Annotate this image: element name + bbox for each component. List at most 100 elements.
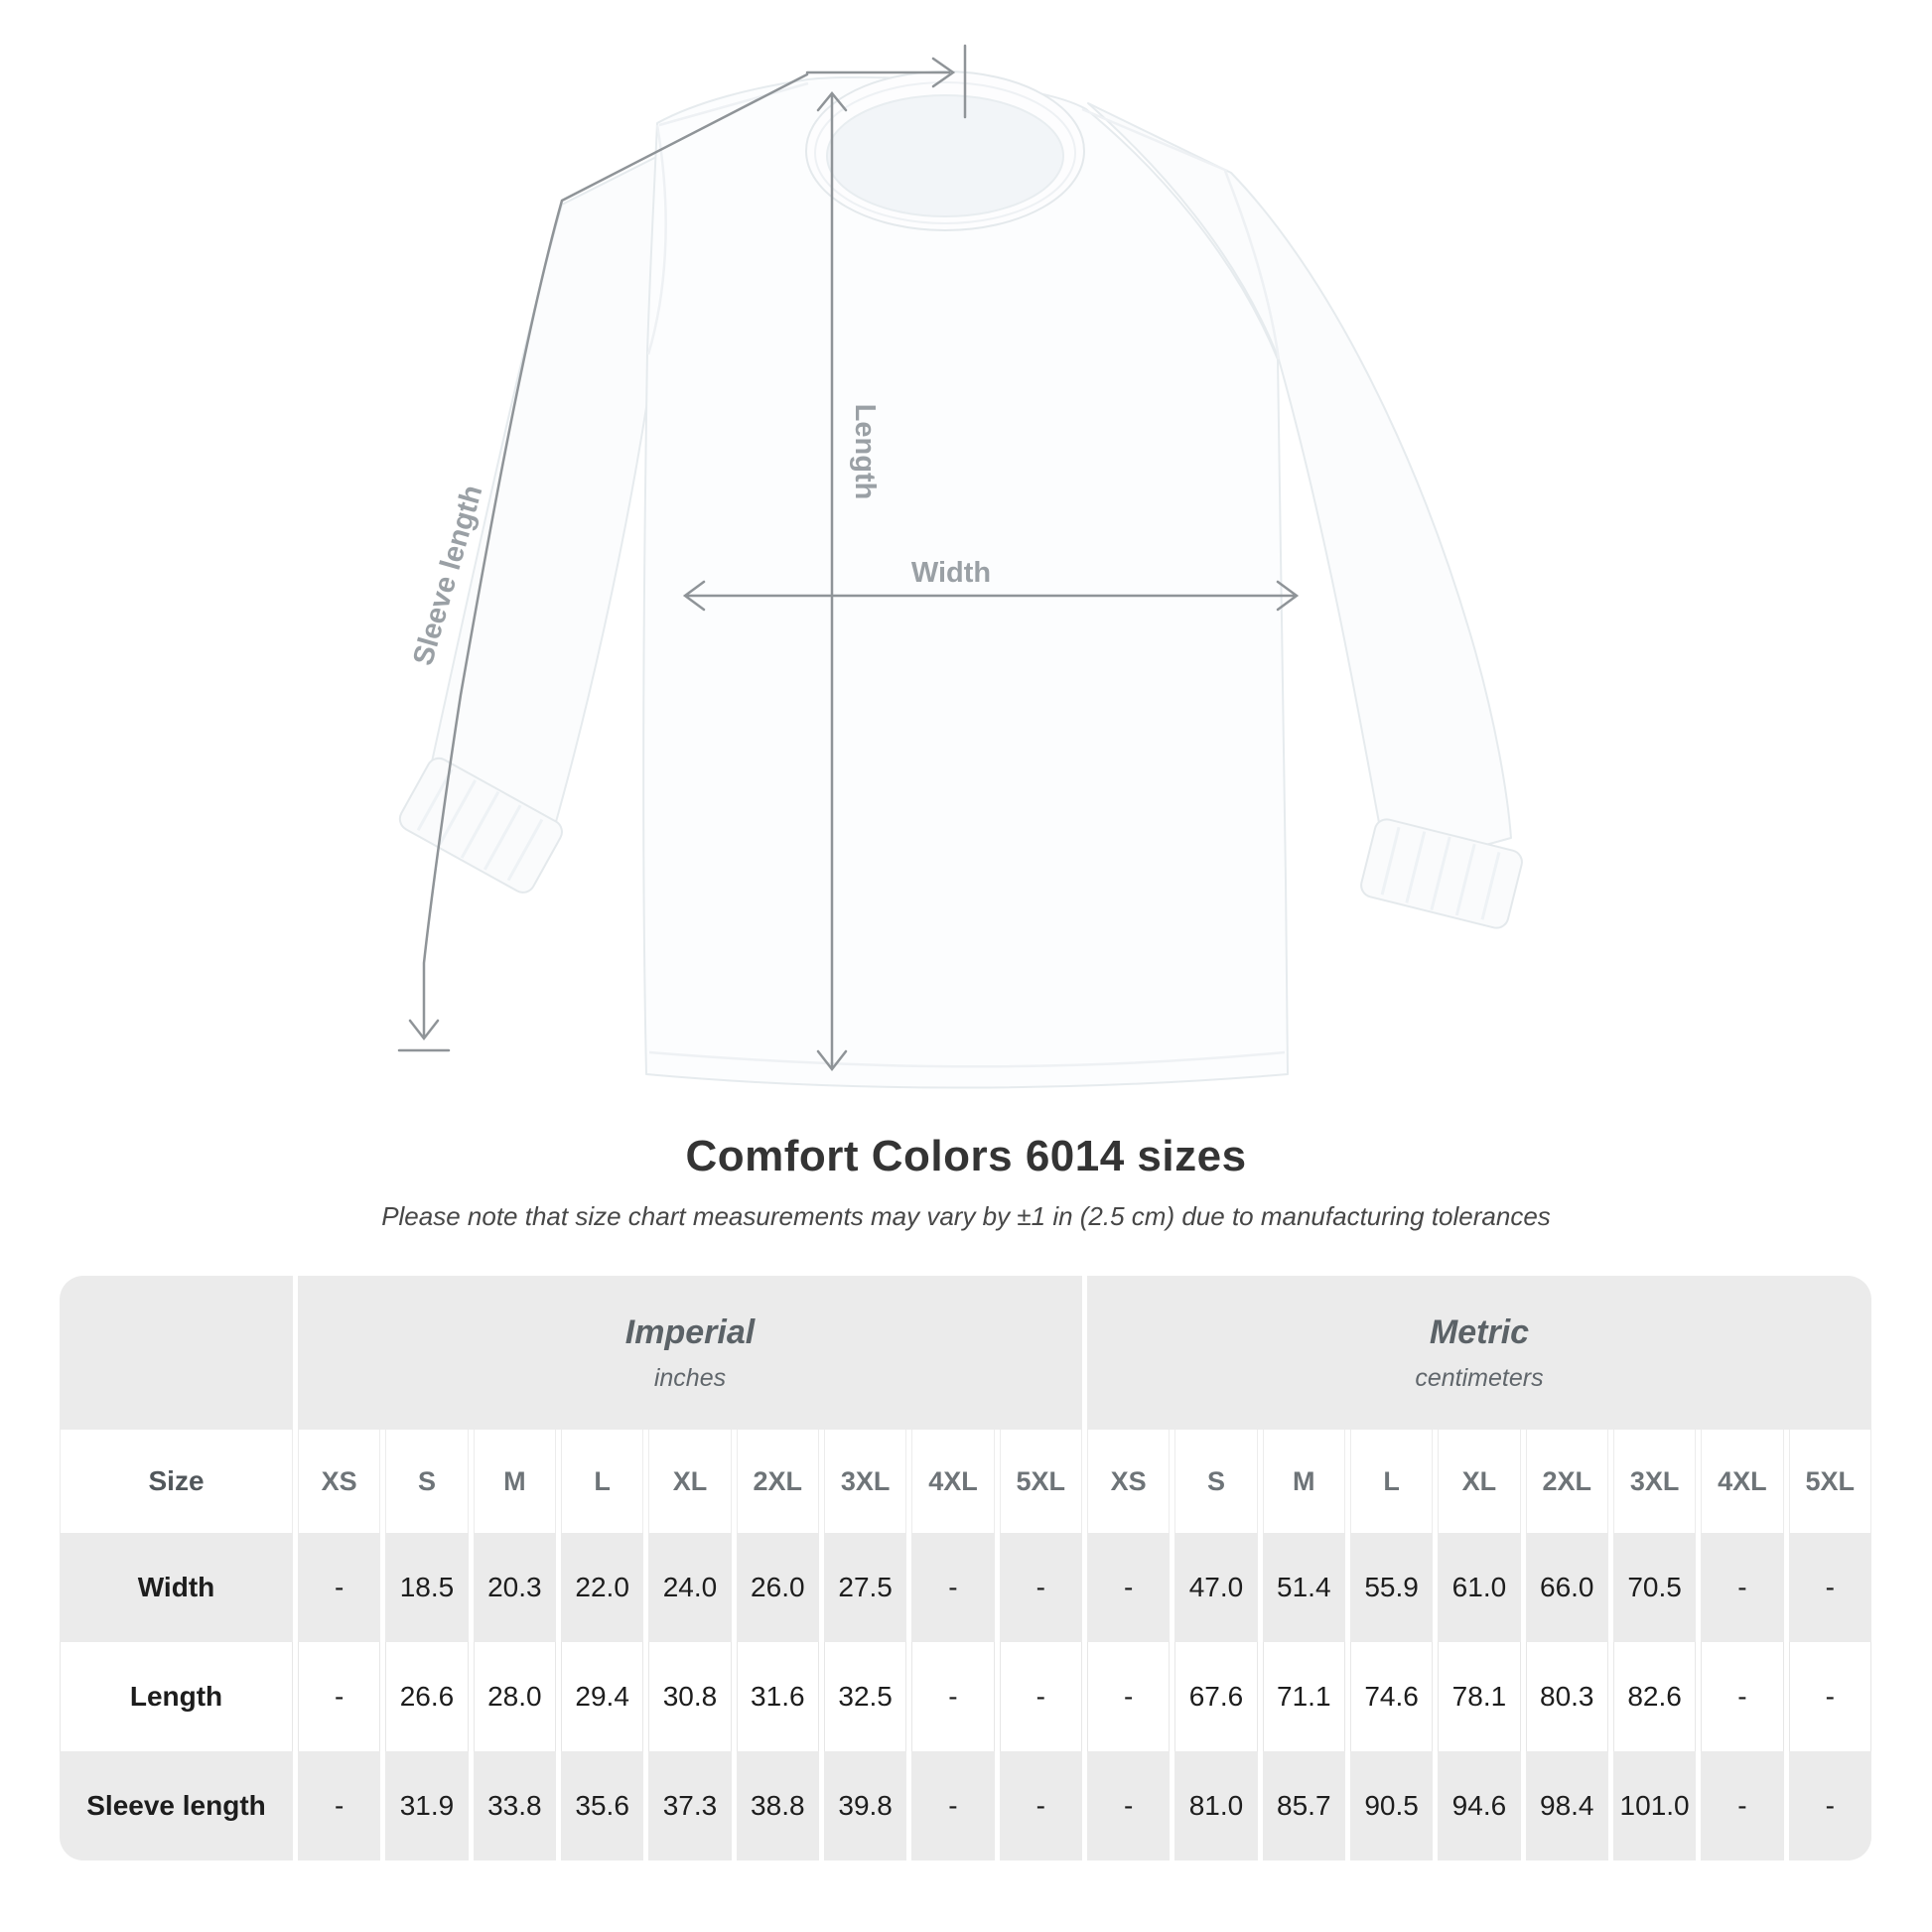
table-cell: 66.0 bbox=[1525, 1533, 1608, 1642]
size-header: M bbox=[1262, 1430, 1345, 1533]
table-cell: - bbox=[298, 1751, 381, 1861]
length-measure-label: Length bbox=[849, 404, 881, 500]
unit-header-spacer bbox=[60, 1276, 293, 1430]
table-cell: - bbox=[911, 1533, 995, 1642]
table-cell: 74.6 bbox=[1349, 1642, 1434, 1751]
table-cell: 85.7 bbox=[1262, 1751, 1345, 1861]
length-row: Length - 26.6 28.0 29.4 30.8 31.6 32.5 -… bbox=[60, 1642, 1871, 1751]
table-cell: - bbox=[1788, 1533, 1871, 1642]
neck-offset-arrow bbox=[805, 44, 967, 119]
size-header: S bbox=[1174, 1430, 1258, 1533]
table-cell: 31.9 bbox=[385, 1751, 469, 1861]
size-column-header: Size bbox=[60, 1430, 293, 1533]
table-cell: 67.6 bbox=[1174, 1642, 1258, 1751]
row-label-width: Width bbox=[60, 1533, 293, 1642]
shirt-diagram: Width Length Sleeve length bbox=[397, 44, 1523, 1089]
table-cell: 80.3 bbox=[1525, 1642, 1608, 1751]
unit-header-row: Imperial inches Metric centimeters bbox=[60, 1276, 1871, 1430]
size-header: L bbox=[560, 1430, 644, 1533]
table-cell: - bbox=[1086, 1642, 1171, 1751]
table-cell: - bbox=[911, 1642, 995, 1751]
size-header: XL bbox=[648, 1430, 732, 1533]
tolerance-note: Please note that size chart measurements… bbox=[381, 1201, 1551, 1231]
shirt-collar-seam bbox=[814, 81, 1076, 224]
imperial-header: Imperial inches bbox=[298, 1276, 1082, 1430]
page-title: Comfort Colors 6014 sizes bbox=[685, 1132, 1247, 1180]
metric-header: Metric centimeters bbox=[1086, 1276, 1871, 1430]
table-cell: - bbox=[1086, 1533, 1171, 1642]
size-header-row: Size XS S M L XL 2XL 3XL 4XL 5XL XS S M … bbox=[60, 1430, 1871, 1533]
table-cell: 31.6 bbox=[736, 1642, 819, 1751]
table-cell: 38.8 bbox=[736, 1751, 819, 1861]
table-cell: 94.6 bbox=[1438, 1751, 1521, 1861]
table-cell: 27.5 bbox=[823, 1533, 907, 1642]
table-cell: - bbox=[1701, 1642, 1784, 1751]
size-header: 5XL bbox=[1788, 1430, 1871, 1533]
table-cell: 35.6 bbox=[560, 1751, 644, 1861]
shirt-body bbox=[642, 75, 1289, 1089]
table-cell: - bbox=[999, 1751, 1082, 1861]
table-cell: 22.0 bbox=[560, 1533, 644, 1642]
table-cell: 98.4 bbox=[1525, 1751, 1608, 1861]
size-header: L bbox=[1349, 1430, 1434, 1533]
imperial-label: Imperial bbox=[624, 1312, 756, 1351]
table-cell: 51.4 bbox=[1262, 1533, 1345, 1642]
table-cell: - bbox=[298, 1533, 381, 1642]
size-header: 3XL bbox=[823, 1430, 907, 1533]
length-arrow bbox=[816, 91, 848, 1072]
table-cell: - bbox=[999, 1533, 1082, 1642]
table-cell: - bbox=[1086, 1751, 1171, 1861]
table-cell: 28.0 bbox=[473, 1642, 556, 1751]
table-cell: - bbox=[999, 1642, 1082, 1751]
table-cell: 90.5 bbox=[1349, 1751, 1434, 1861]
table-cell: 81.0 bbox=[1174, 1751, 1258, 1861]
shirt-right-cuff bbox=[1360, 818, 1523, 929]
metric-sublabel: centimeters bbox=[1415, 1363, 1544, 1392]
sleeve-length-arrow bbox=[397, 72, 809, 1052]
shirt-image bbox=[398, 70, 1523, 1089]
table-cell: 55.9 bbox=[1349, 1533, 1434, 1642]
table-cell: 24.0 bbox=[648, 1533, 732, 1642]
size-header: XL bbox=[1438, 1430, 1521, 1533]
size-header: S bbox=[385, 1430, 469, 1533]
table-cell: 30.8 bbox=[648, 1642, 732, 1751]
table-cell: 26.0 bbox=[736, 1533, 819, 1642]
size-header: 2XL bbox=[736, 1430, 819, 1533]
table-cell: 101.0 bbox=[1612, 1751, 1697, 1861]
shirt-collar-opening bbox=[826, 94, 1064, 217]
size-header: 2XL bbox=[1525, 1430, 1608, 1533]
table-cell: - bbox=[911, 1751, 995, 1861]
table-cell: - bbox=[1788, 1751, 1871, 1861]
table-cell: 61.0 bbox=[1438, 1533, 1521, 1642]
shirt-left-cuff bbox=[398, 757, 563, 894]
size-header: XS bbox=[298, 1430, 381, 1533]
table-cell: 78.1 bbox=[1438, 1642, 1521, 1751]
table-cell: 26.6 bbox=[385, 1642, 469, 1751]
shirt-seams bbox=[646, 81, 1286, 1068]
table-cell: - bbox=[1701, 1533, 1784, 1642]
table-cell: - bbox=[1788, 1642, 1871, 1751]
table-cell: 39.8 bbox=[823, 1751, 907, 1861]
size-header: 3XL bbox=[1612, 1430, 1697, 1533]
size-header: XS bbox=[1086, 1430, 1171, 1533]
table-cell: - bbox=[298, 1642, 381, 1751]
row-label-length: Length bbox=[60, 1642, 293, 1751]
sleeve-length-row: Sleeve length - 31.9 33.8 35.6 37.3 38.8… bbox=[60, 1751, 1871, 1861]
table-cell: 29.4 bbox=[560, 1642, 644, 1751]
measurement-arrows bbox=[397, 44, 1300, 1072]
size-header: 4XL bbox=[1701, 1430, 1784, 1533]
table-cell: 20.3 bbox=[473, 1533, 556, 1642]
table-cell: 70.5 bbox=[1612, 1533, 1697, 1642]
table-cell: 47.0 bbox=[1174, 1533, 1258, 1642]
table-cell: 37.3 bbox=[648, 1751, 732, 1861]
table-cell: 18.5 bbox=[385, 1533, 469, 1642]
table-cell: 32.5 bbox=[823, 1642, 907, 1751]
size-table: Imperial inches Metric centimeters Size … bbox=[55, 1276, 1876, 1861]
table-cell: - bbox=[1701, 1751, 1784, 1861]
size-header: 5XL bbox=[999, 1430, 1082, 1533]
size-header: M bbox=[473, 1430, 556, 1533]
width-measure-label: Width bbox=[911, 557, 991, 589]
row-label-sleeve-length: Sleeve length bbox=[60, 1751, 293, 1861]
width-row: Width - 18.5 20.3 22.0 24.0 26.0 27.5 - … bbox=[60, 1533, 1871, 1642]
imperial-sublabel: inches bbox=[653, 1363, 727, 1392]
